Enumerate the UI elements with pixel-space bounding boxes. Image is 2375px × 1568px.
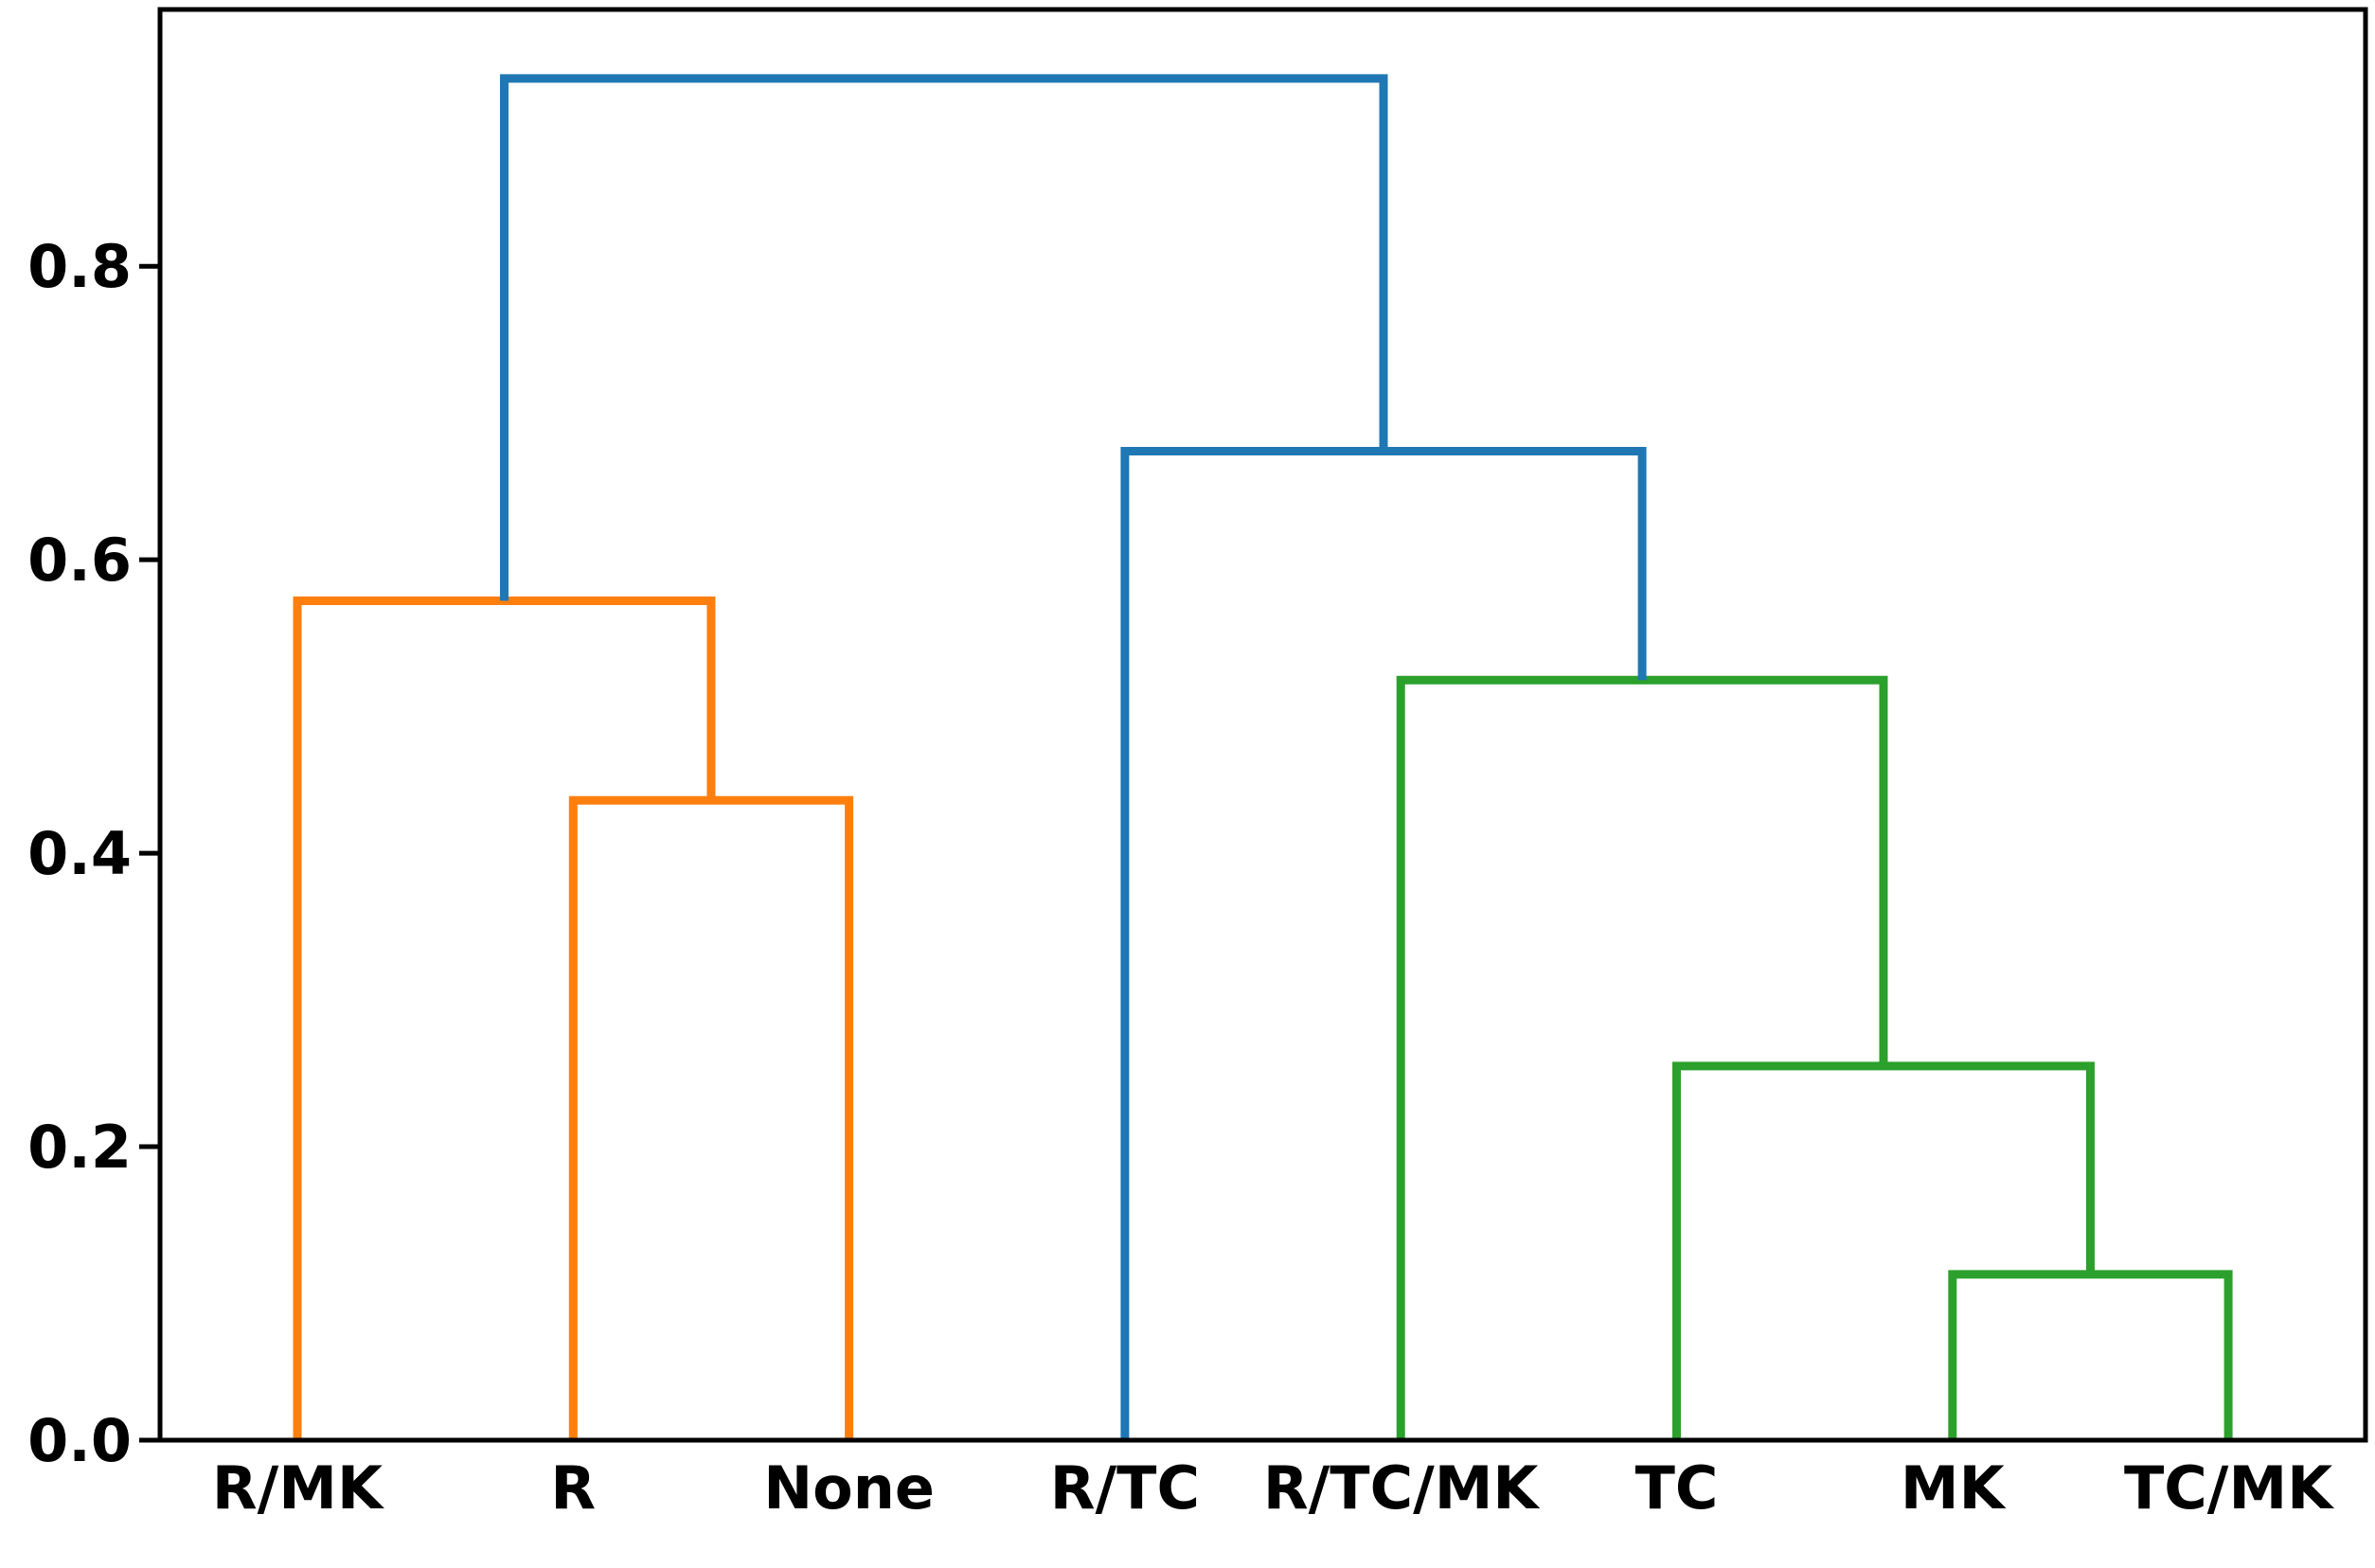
plot-frame	[157, 7, 2368, 1443]
leaf-label: MK	[1901, 1453, 2007, 1523]
y-tick-label: 0.8	[27, 232, 132, 301]
x-axis: R/MK R None R/TC R/TC/MK TC MK TC/MK	[212, 1453, 2334, 1523]
y-tick-label: 0.0	[27, 1406, 132, 1475]
leaf-label: TC	[1635, 1453, 1719, 1523]
link-5	[1120, 446, 1647, 1440]
link-0	[1948, 1270, 2233, 1440]
link-3	[1396, 675, 1888, 1440]
leaf-label: TC/MK	[2124, 1453, 2334, 1523]
leaf-label: R/TC/MK	[1263, 1453, 1541, 1523]
link-4	[293, 597, 716, 1440]
link-1	[1672, 1061, 2095, 1440]
leaf-label: R	[550, 1453, 596, 1523]
y-tick-label: 0.2	[27, 1113, 132, 1182]
dendrogram-links	[293, 74, 2233, 1440]
link-2	[568, 795, 854, 1440]
link-6	[499, 74, 1388, 601]
leaf-label: R/TC	[1050, 1453, 1200, 1523]
y-axis: 0.0 0.2 0.4 0.6 0.8	[27, 232, 160, 1475]
leaf-label: R/MK	[212, 1453, 384, 1523]
leaf-label: None	[763, 1453, 935, 1523]
y-tick-label: 0.6	[27, 526, 132, 595]
y-tick-label: 0.4	[27, 819, 132, 888]
